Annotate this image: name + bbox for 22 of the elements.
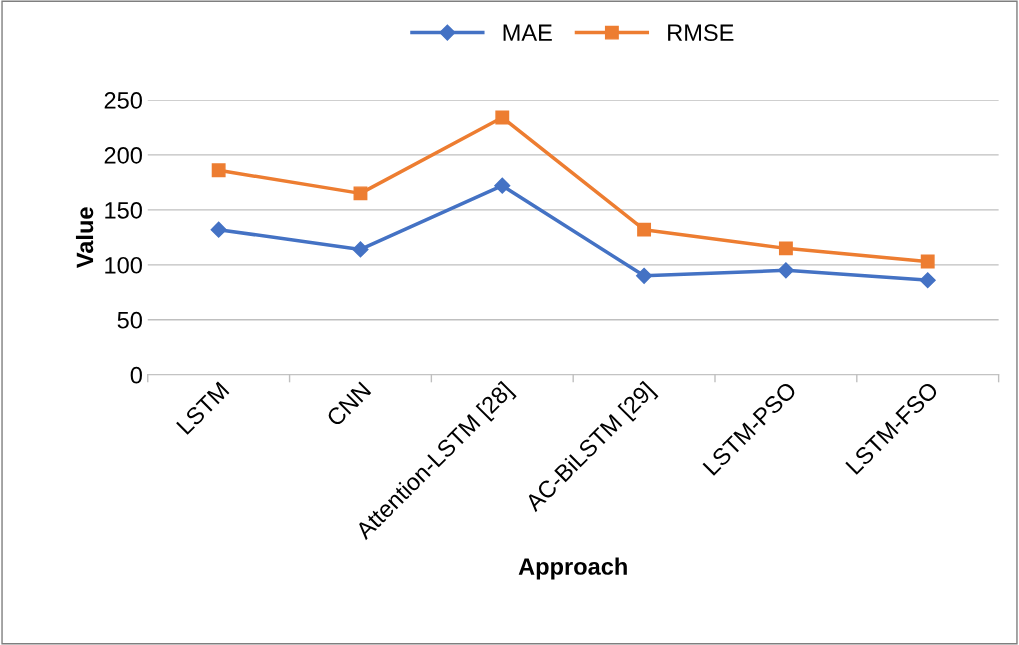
y-tick-label: 250 [104, 92, 142, 109]
point [352, 241, 369, 258]
x-axis-title: Approach [518, 557, 627, 580]
point [636, 267, 653, 284]
point [778, 241, 793, 256]
y-tick-label: 50 [117, 311, 142, 329]
legend-label: MAE [503, 24, 552, 41]
point [777, 262, 794, 279]
legend-label: RMSE [668, 24, 734, 42]
point [494, 177, 511, 194]
point [919, 272, 936, 289]
point [495, 110, 510, 125]
point [920, 254, 935, 269]
y-tick-label: 150 [105, 201, 142, 219]
y-axis-title: Value [75, 207, 94, 269]
point [211, 163, 226, 178]
point [353, 186, 368, 201]
point [210, 221, 227, 238]
point [637, 222, 652, 237]
y-tick-label: 100 [105, 256, 142, 274]
y-tick-label: 0 [130, 366, 142, 384]
y-tick-label: 200 [104, 147, 142, 164]
